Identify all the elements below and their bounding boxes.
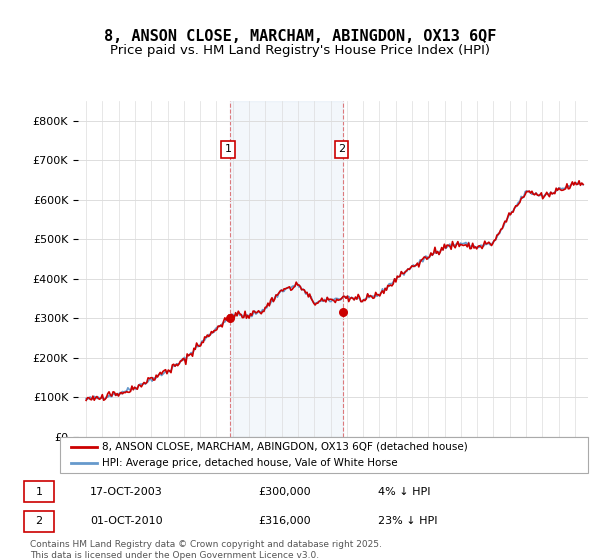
- Text: 8, ANSON CLOSE, MARCHAM, ABINGDON, OX13 6QF: 8, ANSON CLOSE, MARCHAM, ABINGDON, OX13 …: [104, 29, 496, 44]
- Text: 2: 2: [35, 516, 43, 526]
- Text: 23% ↓ HPI: 23% ↓ HPI: [378, 516, 437, 526]
- Point: [338, 307, 347, 316]
- Text: 1: 1: [224, 144, 232, 154]
- Point: [225, 314, 235, 323]
- Text: HPI: Average price, detached house, Vale of White Horse: HPI: Average price, detached house, Vale…: [102, 458, 398, 468]
- FancyBboxPatch shape: [24, 481, 54, 502]
- FancyBboxPatch shape: [60, 437, 588, 473]
- Text: Contains HM Land Registry data © Crown copyright and database right 2025.
This d: Contains HM Land Registry data © Crown c…: [30, 540, 382, 559]
- Text: 2: 2: [338, 144, 345, 154]
- FancyBboxPatch shape: [24, 511, 54, 532]
- Text: 8, ANSON CLOSE, MARCHAM, ABINGDON, OX13 6QF (detached house): 8, ANSON CLOSE, MARCHAM, ABINGDON, OX13 …: [102, 442, 468, 452]
- Text: 01-OCT-2010: 01-OCT-2010: [90, 516, 163, 526]
- Bar: [230, 101, 343, 437]
- Text: 17-OCT-2003: 17-OCT-2003: [90, 487, 163, 497]
- Text: £316,000: £316,000: [258, 516, 311, 526]
- Text: £300,000: £300,000: [258, 487, 311, 497]
- Text: Price paid vs. HM Land Registry's House Price Index (HPI): Price paid vs. HM Land Registry's House …: [110, 44, 490, 57]
- Text: 1: 1: [35, 487, 43, 497]
- Text: 4% ↓ HPI: 4% ↓ HPI: [378, 487, 431, 497]
